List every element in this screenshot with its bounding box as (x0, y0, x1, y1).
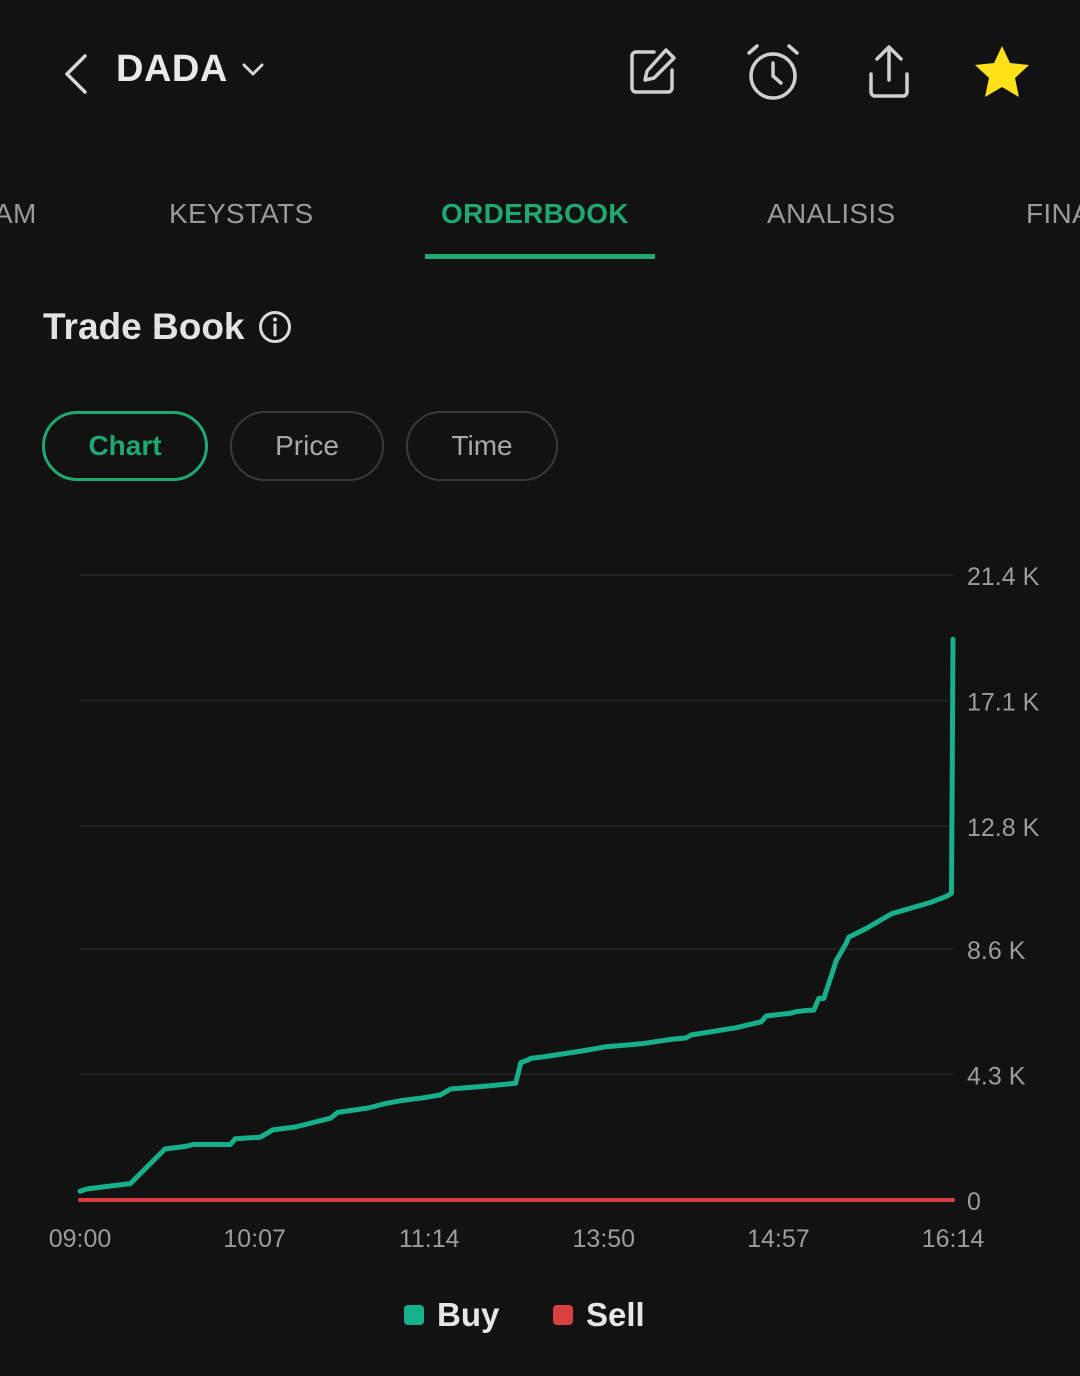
tab-financials[interactable]: FINA (1026, 198, 1080, 229)
edit-icon (630, 48, 676, 94)
time-view-button[interactable]: Time (406, 411, 558, 481)
info-icon[interactable] (257, 309, 293, 345)
buy-swatch (404, 1305, 424, 1325)
x-tick-label: 09:00 (49, 1225, 112, 1253)
x-tick-label: 11:14 (399, 1225, 460, 1253)
price-view-button[interactable]: Price (230, 411, 384, 481)
alarm-icon (747, 44, 799, 100)
x-tick-label: 13:50 (573, 1225, 636, 1253)
legend-item-buy[interactable]: Buy (404, 1296, 499, 1334)
chart-legend: Buy Sell (0, 1296, 1080, 1346)
chevron-down-icon (242, 63, 264, 77)
legend-label-sell: Sell (586, 1296, 645, 1333)
share-icon (869, 45, 909, 98)
trade-book-chart: 0 4.3 K 8.6 K 12.8 K 17.1 K 21.4 K 09:00 10:07 1… (49, 563, 1040, 1253)
tab-keystats[interactable]: KEYSTATS (169, 198, 314, 229)
top-bar: DADA (0, 0, 1080, 150)
alarm-button[interactable] (741, 40, 805, 104)
y-tick-label: 17.1 K (967, 689, 1040, 717)
chart-view-button[interactable]: Chart (42, 411, 208, 481)
y-tick-label: 4.3 K (967, 1062, 1026, 1090)
share-button[interactable] (857, 40, 921, 104)
x-tick-label: 16:14 (922, 1225, 985, 1253)
tab-analisis[interactable]: ANALISIS (767, 198, 896, 229)
y-tick-label: 0 (967, 1188, 981, 1216)
legend-label-buy: Buy (437, 1296, 500, 1333)
tab-am[interactable]: AM (0, 198, 37, 229)
star-icon (975, 46, 1029, 97)
x-tick-label: 14:57 (747, 1225, 810, 1253)
tab-orderbook[interactable]: ORDERBOOK (441, 198, 629, 229)
back-icon (65, 54, 87, 94)
active-tab-indicator (425, 254, 655, 259)
y-tick-label: 12.8 K (967, 814, 1040, 842)
ticker-symbol: DADA (116, 48, 228, 90)
x-tick-label: 10:07 (223, 1225, 286, 1253)
section-title: Trade Book (43, 306, 245, 347)
edit-button[interactable] (620, 40, 684, 104)
legend-item-sell[interactable]: Sell (553, 1296, 645, 1334)
sell-swatch (553, 1305, 573, 1325)
y-tick-label: 8.6 K (967, 937, 1026, 965)
watchlist-star-button[interactable] (970, 40, 1034, 104)
series-line-buy (77, 636, 956, 1194)
tab-bar: AM KEYSTATS ORDERBOOK ANALISIS FINA (0, 180, 1080, 262)
section-header: Trade Book (43, 306, 293, 348)
back-button[interactable] (54, 50, 98, 98)
y-tick-label: 21.4 K (967, 563, 1040, 591)
ticker-selector[interactable]: DADA (116, 48, 264, 91)
